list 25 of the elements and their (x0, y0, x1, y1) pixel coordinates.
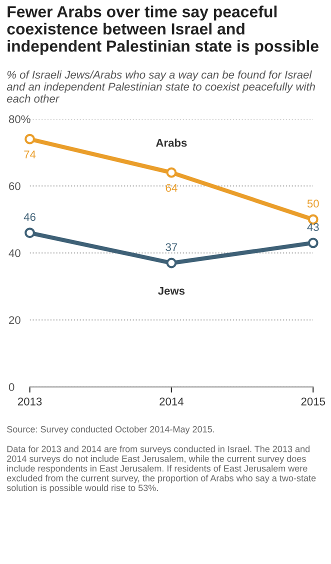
chart-subtitle: % of Israeli Jews/Arabs who say a way can be found for Israel and an independent Palestinian state to coexist peacefully with each other (6, 70, 315, 103)
series-label: Arabs (156, 138, 187, 147)
data-label: 50 (307, 200, 319, 208)
data-label: 46 (24, 213, 36, 221)
y-tick-label: 0 (8, 383, 14, 392)
data-label: 37 (166, 243, 178, 252)
text: Jews (158, 287, 185, 295)
y-tick-label: 60 (9, 182, 20, 190)
data-label: 74 (24, 150, 36, 158)
point (308, 238, 318, 248)
y-tick-label: 20 (9, 316, 20, 324)
point (24, 134, 35, 144)
point (166, 167, 177, 178)
data-label: 43 (307, 223, 319, 231)
chart-title: Fewer Arabs over time say peaceful coexistence between Israel and independent Palestinian state is possible (7, 6, 318, 55)
source-note: Source: Survey conducted October 2014-May 2015. (7, 426, 214, 434)
x-tick-label: 2014 (160, 398, 184, 406)
y-tick-label: 80% (8, 115, 30, 124)
point (166, 258, 177, 268)
y-tick-label: 40 (8, 249, 20, 258)
x-tick-label: 2015 (301, 398, 326, 406)
data-label: 64 (166, 184, 178, 192)
x-tick-label: 2013 (18, 398, 42, 406)
point (24, 228, 35, 238)
text: Data for 2013 and 2014 are from surveys conducted in Israel. The 2013 and 2014 surveys do not include East Jerusalem, while the current survey does include respondents in East Jerusalem. If residents of East Jerusalem were excluded from the current survey, the proportion of Arabs who say a two-state solution is possible would rise to 53%. (6, 446, 316, 493)
